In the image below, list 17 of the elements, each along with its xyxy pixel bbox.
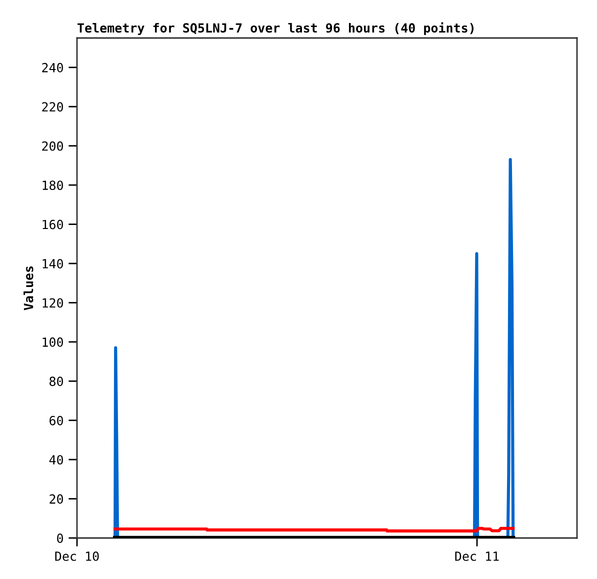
y-tick-label: 0 bbox=[57, 534, 63, 543]
x-tick-label: Dec 10 bbox=[55, 551, 99, 561]
chart-title: Telemetry for SQ5LNJ-7 over last 96 hours (40 points) bbox=[78, 22, 474, 36]
y-axis-title: Values bbox=[24, 266, 34, 310]
y-tick-label: 200 bbox=[42, 141, 63, 151]
y-tick-label: 240 bbox=[42, 62, 63, 72]
y-tick-label: 60 bbox=[50, 416, 63, 426]
x-tick-label: Dec 11 bbox=[455, 552, 499, 561]
y-tick-label: 40 bbox=[49, 455, 63, 465]
y-tick-label: 140 bbox=[42, 258, 63, 268]
y-tick-label: 100 bbox=[42, 337, 63, 347]
y-tick-label: 220 bbox=[42, 102, 63, 112]
y-tick-label: 160 bbox=[42, 220, 63, 230]
y-tick-label: 180 bbox=[42, 180, 63, 190]
y-tick-label: 20 bbox=[50, 494, 63, 504]
y-tick-label: 120 bbox=[42, 298, 63, 308]
y-tick-label: 80 bbox=[50, 376, 63, 386]
